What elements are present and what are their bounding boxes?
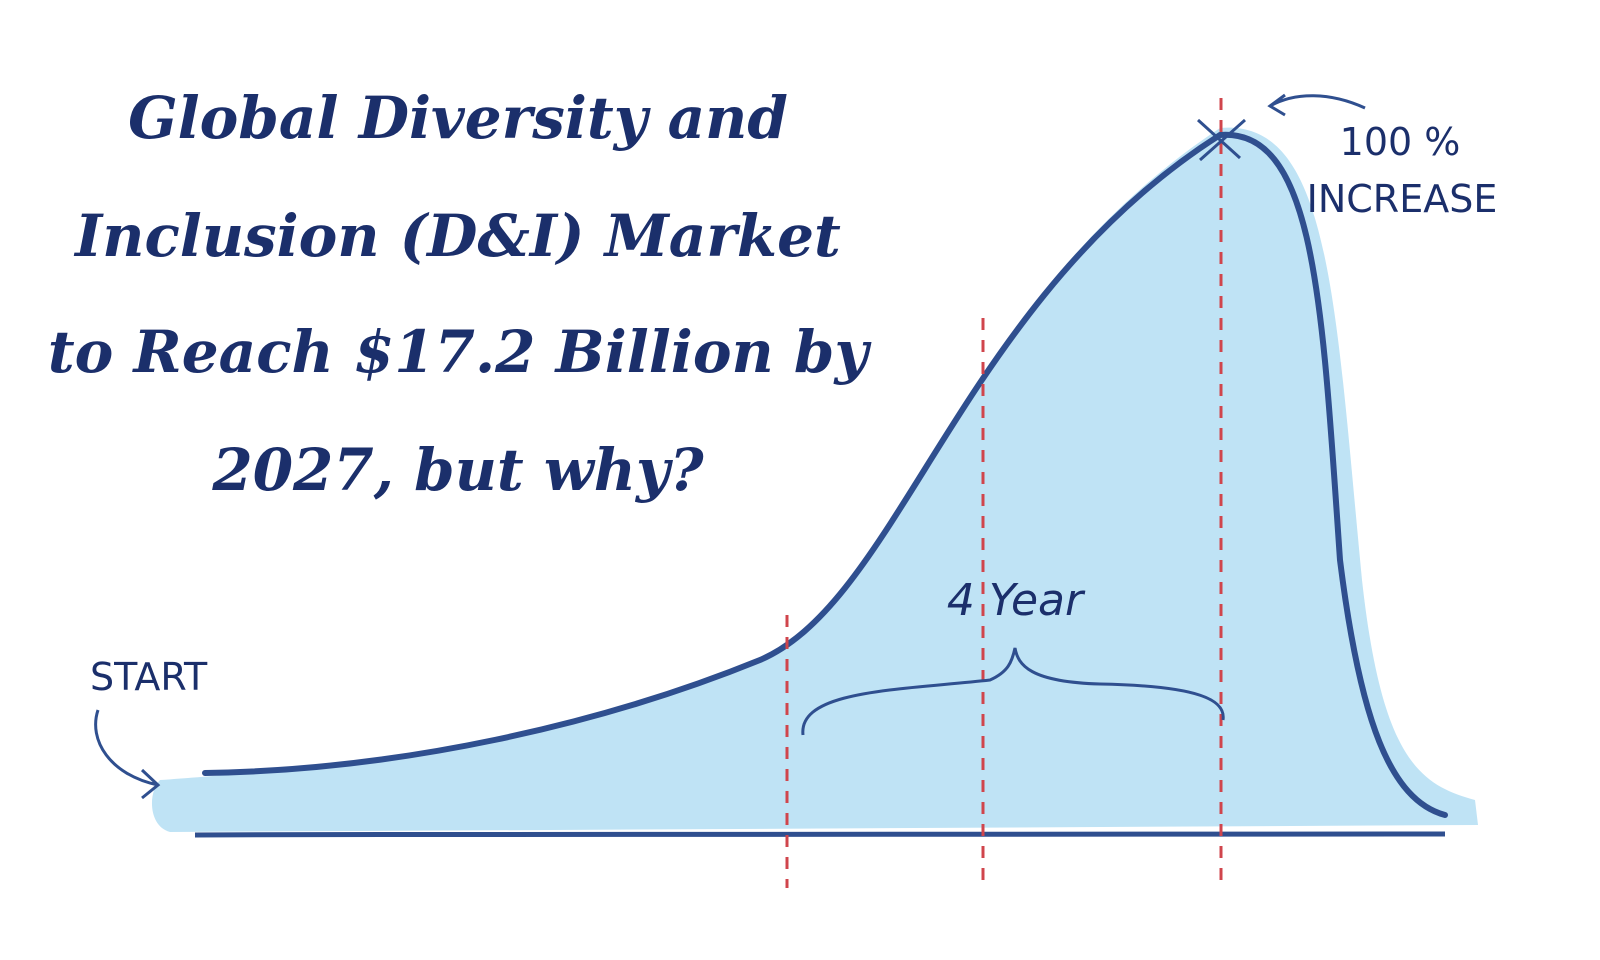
start-arrow: [94, 709, 161, 800]
curve-fill: [151, 127, 1478, 833]
dashed-markers: [785, 98, 1223, 888]
peak-label: INCREASE: [1307, 177, 1498, 221]
peak-cross: [1196, 118, 1246, 162]
title-line: Inclusion (D&I) Market: [73, 202, 841, 270]
curve-line: [202, 131, 1448, 818]
peak-label: 100 %: [1340, 120, 1461, 164]
title-line: 2027, but why?: [211, 436, 704, 504]
title-line: to Reach $17.2 Billion by: [48, 318, 873, 386]
baseline: [194, 831, 1446, 838]
brace: [801, 647, 1225, 736]
span-label: 4 Year: [947, 575, 1086, 626]
start-label: START: [90, 655, 208, 699]
title-line: Global Diversity and: [128, 84, 788, 152]
peak-arrow: [1267, 93, 1366, 117]
title: Global Diversity and Inclusion (D&I) Mar…: [48, 84, 873, 504]
